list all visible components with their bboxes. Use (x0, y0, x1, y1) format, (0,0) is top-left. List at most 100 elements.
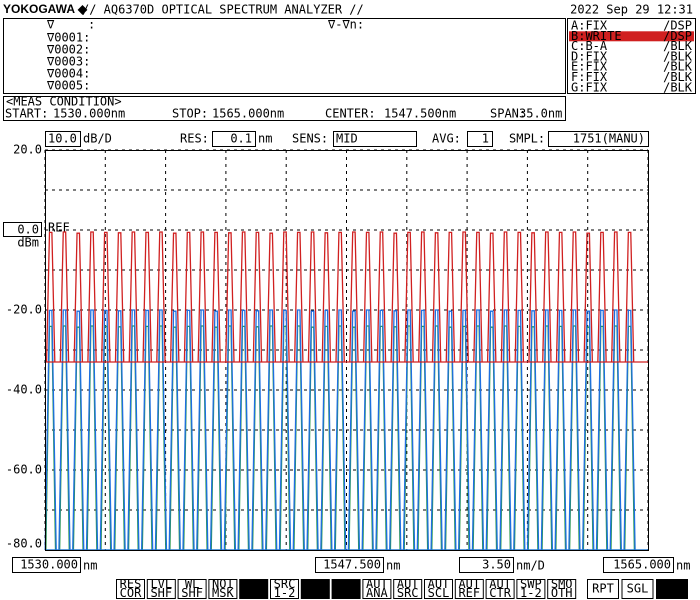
spectral-peak (335, 231, 345, 363)
soft-key-label: MSK (212, 586, 234, 600)
smpl-label: SMPL: (509, 132, 545, 146)
x-unit: nm/D (516, 559, 545, 573)
spectral-peak (609, 309, 622, 551)
spectral-peak (293, 231, 304, 363)
marker-panel (3, 18, 566, 94)
spectral-peak (595, 309, 609, 551)
spectral-peak (555, 231, 566, 363)
spectral-peak (141, 309, 154, 551)
soft-key-frame (300, 579, 330, 599)
trace (44, 309, 648, 551)
soft-key-label: AUT (489, 577, 511, 591)
spectral-peak (292, 309, 305, 551)
trace-mode: /BLK (663, 80, 693, 94)
value-box (467, 131, 493, 147)
smpl-value: 1751(MANU) (573, 132, 645, 146)
soft-key-frame (177, 579, 207, 599)
soft-key-frame (454, 579, 484, 599)
soft-key-label: SCL (428, 586, 450, 600)
spectral-peak (554, 309, 567, 551)
trace-panel (567, 18, 696, 94)
spectral-peak (514, 231, 525, 363)
soft-key-label: AUT (335, 577, 357, 591)
soft-key-label: SMO (551, 577, 573, 591)
spectral-peak (85, 309, 99, 551)
soft-key-label: RPT (592, 582, 614, 596)
datetime: 2022 Sep 29 12:31 (570, 3, 693, 17)
spectral-peak (251, 310, 264, 551)
spectral-peak (528, 232, 538, 363)
soft-key-frame (621, 579, 654, 599)
meas-value: 1547.500nm (384, 107, 456, 121)
soft-key-label: 1-2 (274, 586, 296, 600)
spectral-peak (623, 309, 636, 551)
spectral-peak (526, 310, 540, 551)
trace-name: F:FIX (571, 70, 608, 84)
y-tick-label: -60.0 (6, 463, 42, 477)
spectral-peak (237, 309, 250, 551)
soft-key-label: WL (308, 586, 322, 600)
spectral-peak (59, 231, 70, 363)
soft-key[interactable]: STP (656, 579, 688, 599)
meas-label: STOP: (172, 107, 208, 121)
spectral-peak (238, 231, 249, 363)
spectral-peak (252, 231, 263, 363)
sens-label: SENS: (292, 132, 328, 146)
soft-key-frame (656, 579, 688, 599)
soft-key-label: WL (185, 577, 199, 591)
soft-key-frame (547, 579, 577, 599)
soft-key-label: STP (661, 582, 683, 596)
spectral-peak (444, 310, 457, 551)
spectral-peak (113, 310, 126, 551)
soft-key[interactable]: SGL (621, 579, 654, 599)
soft-key-label: ZOOM (239, 586, 268, 600)
value-box (12, 557, 81, 573)
trace-mode: /BLK (663, 49, 693, 63)
spectral-peak (542, 231, 552, 363)
spectral-peak (583, 232, 593, 363)
spectral-peak (445, 231, 456, 363)
spectral-peak (402, 309, 416, 551)
spectral-peak (127, 309, 140, 551)
res-value: 0.1 (230, 132, 252, 146)
meas-label: START: (5, 107, 48, 121)
y-unit: dBm (17, 236, 39, 250)
trace-name: B:WRITE (571, 29, 622, 43)
y-tick-label: -40.0 (6, 383, 42, 397)
spectral-peak (499, 309, 512, 551)
meas-label: SPAN: (490, 107, 526, 121)
spectral-peak (375, 309, 388, 551)
soft-key-label: SGL (627, 582, 649, 596)
instrument-title: // AQ6370D OPTICAL SPECTRUM ANALYZER // (82, 3, 364, 17)
marker-row: ∇0001: (46, 31, 90, 45)
soft-key[interactable]: RPT (587, 579, 619, 599)
soft-key-frame (146, 579, 176, 599)
soft-key-frame (239, 579, 269, 599)
sens-value: MID (336, 132, 358, 146)
marker-sep: : (88, 18, 95, 32)
spectral-peak (182, 309, 195, 551)
spectral-peak (87, 231, 97, 363)
spectral-peak (389, 310, 402, 551)
soft-key-frame (270, 579, 299, 599)
y-tick-label: 20.0 (13, 143, 42, 157)
spectral-peak (513, 309, 526, 551)
spectral-peak (154, 309, 168, 551)
trace-name: D:FIX (571, 49, 608, 63)
spectral-peak (197, 231, 208, 363)
